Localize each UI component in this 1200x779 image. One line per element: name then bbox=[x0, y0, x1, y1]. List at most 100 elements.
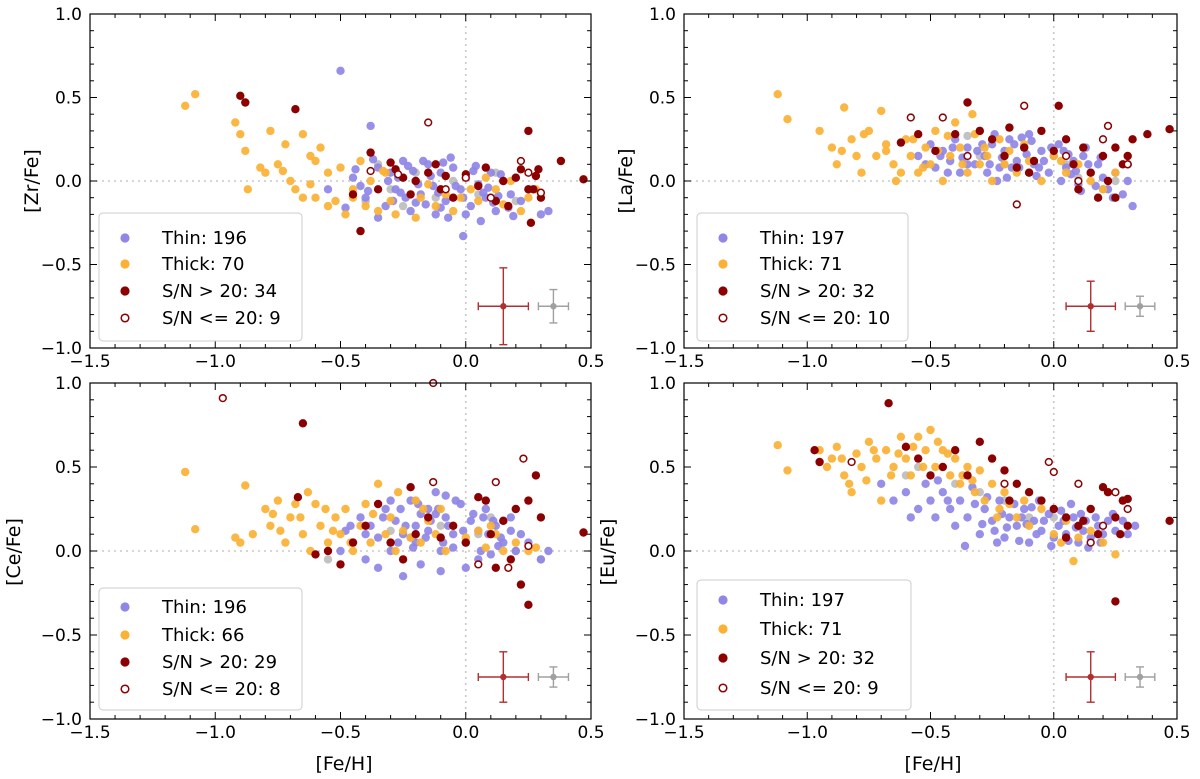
data-point bbox=[1061, 533, 1071, 542]
data-point bbox=[491, 477, 500, 487]
data-point bbox=[424, 526, 433, 535]
data-point bbox=[1079, 143, 1088, 152]
data-point bbox=[872, 454, 881, 463]
data-point bbox=[474, 196, 483, 206]
data-point bbox=[361, 193, 370, 202]
data-point bbox=[504, 563, 513, 572]
data-point bbox=[1111, 513, 1120, 522]
data-point bbox=[273, 160, 283, 169]
data-point bbox=[1086, 538, 1095, 547]
data-point bbox=[378, 166, 388, 176]
legend-marker-thick bbox=[718, 624, 728, 634]
data-point bbox=[516, 156, 526, 166]
data-point bbox=[444, 213, 453, 222]
data-point bbox=[951, 446, 960, 455]
data-point bbox=[181, 101, 190, 111]
data-point bbox=[1012, 200, 1021, 209]
series-sn_high bbox=[896, 98, 1174, 202]
data-point bbox=[311, 499, 320, 509]
data-point bbox=[1000, 160, 1009, 169]
data-point bbox=[516, 206, 526, 216]
data-point bbox=[386, 196, 395, 206]
data-point bbox=[1005, 513, 1014, 522]
data-point bbox=[1044, 168, 1054, 177]
data-point bbox=[1027, 503, 1036, 512]
data-point bbox=[1049, 146, 1059, 156]
y-tick-label: 0.0 bbox=[55, 172, 82, 192]
data-point bbox=[968, 110, 977, 119]
data-point bbox=[951, 521, 960, 530]
data-point bbox=[361, 555, 370, 564]
data-point bbox=[356, 226, 365, 236]
data-point bbox=[328, 526, 338, 535]
legend-marker-sn-high bbox=[120, 286, 130, 296]
data-point bbox=[1098, 151, 1108, 161]
data-point bbox=[1034, 163, 1044, 172]
data-point bbox=[461, 538, 470, 547]
series-sn_high bbox=[810, 399, 1174, 606]
legend-marker-sn-low bbox=[718, 683, 728, 693]
data-point bbox=[436, 521, 445, 530]
data-point bbox=[363, 186, 373, 196]
data-point bbox=[416, 538, 425, 547]
data-point bbox=[1032, 530, 1041, 539]
data-point bbox=[837, 454, 846, 463]
legend-label-thick: Thick: 70 bbox=[161, 254, 244, 275]
data-point bbox=[368, 155, 378, 164]
data-point bbox=[441, 513, 450, 522]
legend-marker-thin bbox=[120, 233, 130, 243]
data-point bbox=[1039, 156, 1049, 166]
legend-marker-sn-high bbox=[718, 653, 728, 663]
data-point bbox=[519, 454, 528, 463]
data-point bbox=[832, 160, 841, 169]
data-point bbox=[336, 163, 345, 172]
data-point bbox=[1098, 521, 1108, 530]
data-point bbox=[441, 491, 450, 500]
data-point bbox=[1000, 466, 1009, 475]
data-point bbox=[1079, 151, 1088, 161]
data-point bbox=[393, 488, 403, 497]
data-point bbox=[881, 146, 891, 156]
data-point bbox=[1165, 125, 1174, 134]
data-point bbox=[386, 158, 395, 167]
data-point bbox=[396, 188, 405, 197]
data-point bbox=[236, 538, 245, 547]
data-point bbox=[886, 471, 896, 480]
data-point bbox=[536, 555, 546, 564]
x-axis-label: [Fe/H] bbox=[904, 753, 961, 775]
data-point bbox=[881, 446, 891, 455]
data-point bbox=[1037, 496, 1046, 505]
data-point bbox=[840, 103, 849, 112]
data-point bbox=[431, 488, 440, 497]
data-point bbox=[1047, 541, 1056, 551]
data-point bbox=[373, 185, 383, 194]
data-point bbox=[975, 466, 984, 475]
data-point bbox=[469, 509, 478, 519]
data-point bbox=[191, 525, 200, 534]
data-point bbox=[1111, 176, 1120, 186]
data-point bbox=[987, 454, 997, 463]
data-point bbox=[847, 135, 856, 144]
data-point bbox=[1123, 151, 1132, 161]
data-point bbox=[1111, 193, 1120, 202]
data-point bbox=[918, 462, 928, 472]
data-point bbox=[266, 521, 275, 530]
data-point bbox=[987, 176, 997, 186]
data-point bbox=[914, 130, 923, 139]
data-point bbox=[1091, 513, 1100, 522]
data-point bbox=[291, 105, 300, 114]
data-point bbox=[1000, 479, 1009, 488]
x-tick-label: −0.5 bbox=[320, 352, 361, 372]
x-tick-label: 0.5 bbox=[1163, 352, 1190, 372]
data-point bbox=[951, 130, 960, 139]
data-point bbox=[536, 188, 546, 197]
data-point bbox=[1056, 176, 1066, 186]
data-point bbox=[486, 530, 495, 539]
data-point bbox=[847, 488, 856, 497]
data-point bbox=[516, 196, 526, 206]
data-point bbox=[931, 126, 940, 136]
data-point bbox=[341, 210, 350, 219]
data-point bbox=[524, 168, 533, 177]
data-point bbox=[1012, 513, 1021, 522]
legend-label-sn-low: S/N <= 20: 8 bbox=[162, 679, 281, 700]
